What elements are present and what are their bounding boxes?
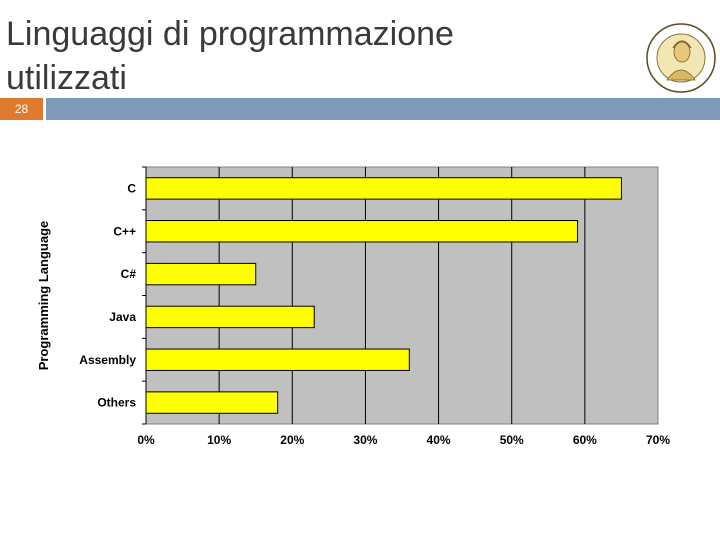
x-tick-label: 60% — [573, 433, 597, 447]
header-divider-bar — [46, 98, 720, 120]
category-labels: C C++ C# Java Assembly Others — [79, 181, 136, 409]
x-tick-label: 0% — [137, 433, 155, 447]
bar — [145, 220, 579, 243]
x-tick-label: 70% — [646, 433, 670, 447]
plot-area — [145, 166, 659, 425]
category-label: Java — [109, 310, 136, 324]
category-label: C++ — [113, 224, 136, 238]
x-tick-label: 30% — [353, 433, 377, 447]
x-tick-label: 20% — [280, 433, 304, 447]
category-label: Others — [97, 396, 136, 410]
x-tick-labels: 0% 10% 20% 30% 40% 50% 60% 70% — [137, 433, 670, 447]
bar — [145, 391, 279, 414]
bars-group — [145, 177, 622, 414]
bar — [145, 305, 315, 329]
bar-chart: C C++ C# Java Assembly Others 0% 10% 20% 30% 40% 5… — [30, 155, 690, 455]
slide-number-badge — [0, 98, 43, 120]
category-label: C# — [121, 267, 137, 281]
bar — [145, 177, 622, 200]
university-seal-logo — [646, 23, 716, 93]
slide-number: 28 — [14, 102, 29, 116]
bar — [145, 348, 410, 371]
gridlines — [218, 167, 586, 424]
x-tick-label: 50% — [500, 433, 524, 447]
slide-title: Linguaggi di programmazione utilizzati — [6, 15, 454, 97]
y-axis-title: Programming Language — [36, 221, 51, 371]
chart-canvas: C C++ C# Java Assembly Others 0% 10% 20% 30% 40% 5… — [36, 166, 670, 447]
x-tick-label: 40% — [427, 433, 451, 447]
bar — [145, 262, 257, 286]
category-label: C — [127, 181, 136, 195]
x-tick-label: 10% — [207, 433, 231, 447]
y-ticks — [142, 166, 147, 425]
category-label: Assembly — [79, 353, 136, 367]
